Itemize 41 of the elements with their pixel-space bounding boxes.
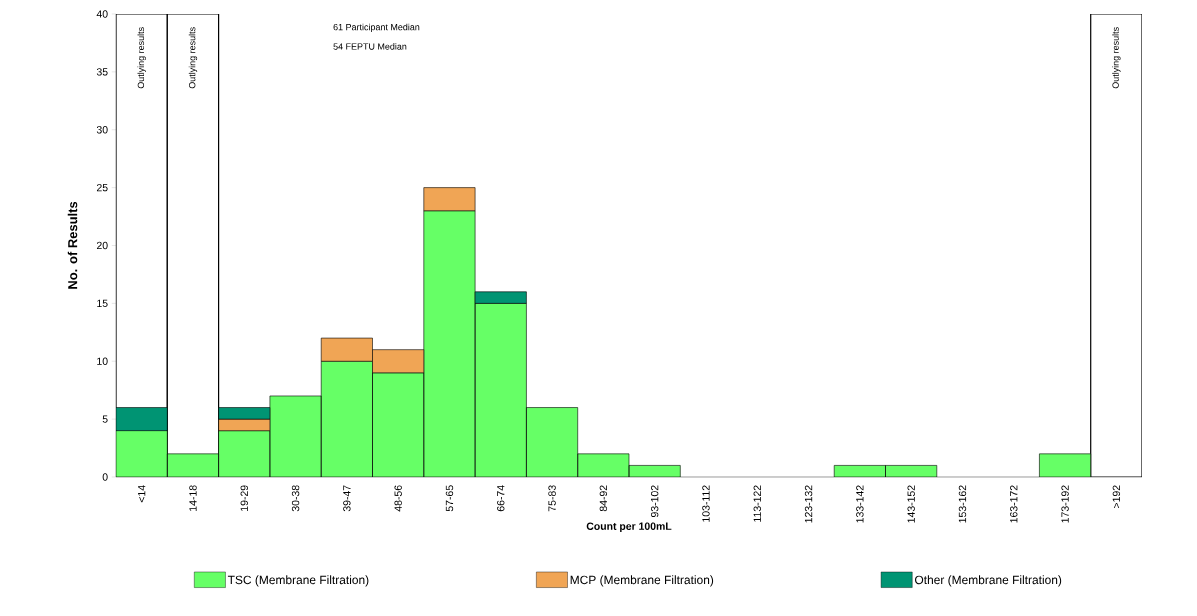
annotation: 54 FEPTU Median [333, 43, 407, 50]
band-label: Outlying results [188, 27, 198, 89]
x-tick-label: 163-172 [1010, 485, 1018, 523]
x-tick-label: 133-142 [856, 485, 864, 523]
x-tick-label: 113-122 [753, 485, 761, 522]
y-tick-label: 25 [96, 183, 108, 192]
x-tick-label: 19-29 [240, 485, 248, 511]
y-tick-label: 30 [96, 126, 108, 134]
x-tick-label: 103-112 [702, 485, 710, 522]
y-tick-label: 40 [96, 10, 108, 18]
y-axis-title: No. of Results [67, 201, 78, 289]
bar [1039, 453, 1092, 477]
x-tick-label: 14-18 [189, 485, 197, 511]
x-tick-label: 57-65 [445, 485, 454, 512]
x-tick-label: 93-102 [650, 485, 659, 518]
y-tick-label: 0 [102, 473, 108, 481]
y-tick-label: 10 [97, 357, 108, 365]
bar [474, 291, 527, 304]
x-axis-title: Count per 100mL [586, 522, 672, 532]
band-label: Outlying results [137, 27, 146, 89]
band-label: Outlying results [1112, 27, 1121, 89]
x-tick-label: 143-152 [907, 485, 915, 523]
x-tick-label: 39-47 [343, 485, 351, 512]
x-tick-label: >192 [1112, 485, 1121, 508]
legend-label: MCP (Membrane Filtration) [570, 575, 714, 587]
x-tick-label: 48-56 [394, 485, 402, 512]
legend-label: TSC (Membrane Filtration) [227, 575, 369, 587]
x-tick-label: 75-83 [548, 485, 556, 512]
y-tick-label: 5 [102, 415, 108, 423]
x-tick-label: 123-132 [804, 485, 813, 523]
annotation: 61 Participant Median [333, 23, 420, 33]
legend-label: Other (Membrane Filtration) [915, 575, 1062, 587]
x-tick-label: 173-192 [1061, 485, 1069, 523]
x-tick-label: 153-162 [958, 485, 967, 523]
y-tick-label: 35 [96, 68, 108, 76]
y-tick-label: 20 [96, 241, 108, 250]
x-tick-label: 30-38 [291, 485, 300, 512]
y-tick-label: 15 [97, 299, 108, 308]
x-tick-label: 84-92 [599, 485, 608, 512]
x-tick-label: <14 [138, 485, 146, 503]
x-tick-label: 66-74 [497, 485, 505, 512]
